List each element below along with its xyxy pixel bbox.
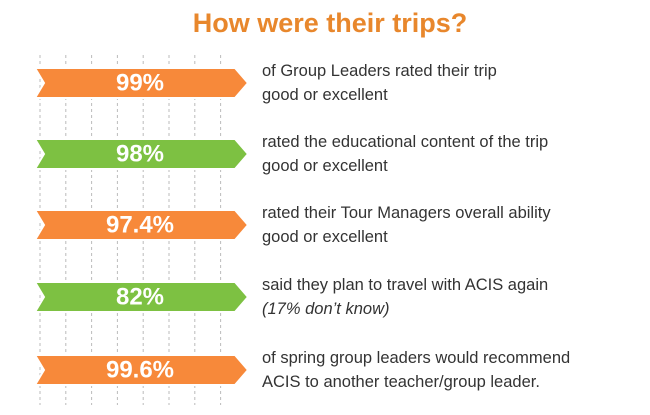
arrow-bar — [33, 209, 250, 241]
description: rated the educational content of the tri… — [262, 133, 548, 151]
percent-label: 97.4% — [106, 211, 174, 238]
description: rated their Tour Managers overall abilit… — [262, 204, 551, 222]
arrow-bar — [33, 67, 250, 99]
arrow-bar — [33, 138, 250, 170]
description: of spring group leaders would recommend — [262, 349, 570, 367]
description: (17% don’t know) — [262, 300, 389, 318]
arrow-bar — [33, 281, 250, 313]
items: 99% of Group Leaders rated their trip good… — [33, 62, 570, 391]
description: ACIS to another teacher/group leader. — [262, 373, 540, 391]
percent-label: 99% — [116, 69, 164, 96]
description: good or excellent — [262, 86, 388, 104]
description: of Group Leaders rated their trip — [262, 62, 497, 80]
description: good or excellent — [262, 157, 388, 175]
percent-label: 99.6% — [106, 356, 174, 383]
description: good or excellent — [262, 228, 388, 246]
description: said they plan to travel with ACIS again — [262, 276, 548, 294]
percent-label: 98% — [116, 140, 164, 167]
arrow-bar — [33, 354, 250, 386]
title: How were their trips? — [193, 8, 468, 38]
percent-label: 82% — [116, 283, 164, 310]
